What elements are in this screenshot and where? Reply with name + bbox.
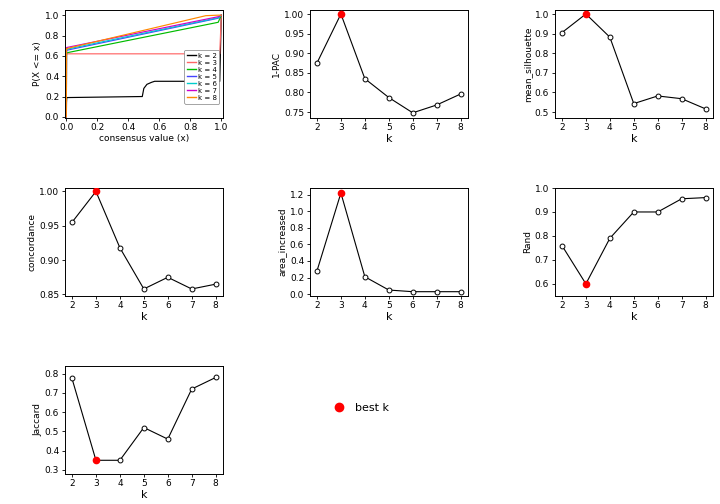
Y-axis label: concordance: concordance [27,213,36,271]
Y-axis label: 1-PAC: 1-PAC [272,51,282,77]
Legend: best k: best k [323,399,394,417]
Y-axis label: Rand: Rand [523,230,532,254]
Y-axis label: P(X <= x): P(X <= x) [33,42,42,86]
Y-axis label: mean_silhouette: mean_silhouette [523,26,532,102]
Y-axis label: area_increased: area_increased [278,208,287,276]
X-axis label: k: k [385,134,392,144]
Legend: k = 2, k = 3, k = 4, k = 5, k = 6, k = 7, k = 8: k = 2, k = 3, k = 4, k = 5, k = 6, k = 7… [184,50,220,104]
Y-axis label: Jaccard: Jaccard [33,403,42,436]
X-axis label: k: k [385,312,392,322]
X-axis label: k: k [631,312,637,322]
X-axis label: k: k [140,490,147,499]
X-axis label: k: k [140,312,147,322]
X-axis label: k: k [631,134,637,144]
X-axis label: consensus value (x): consensus value (x) [99,134,189,143]
